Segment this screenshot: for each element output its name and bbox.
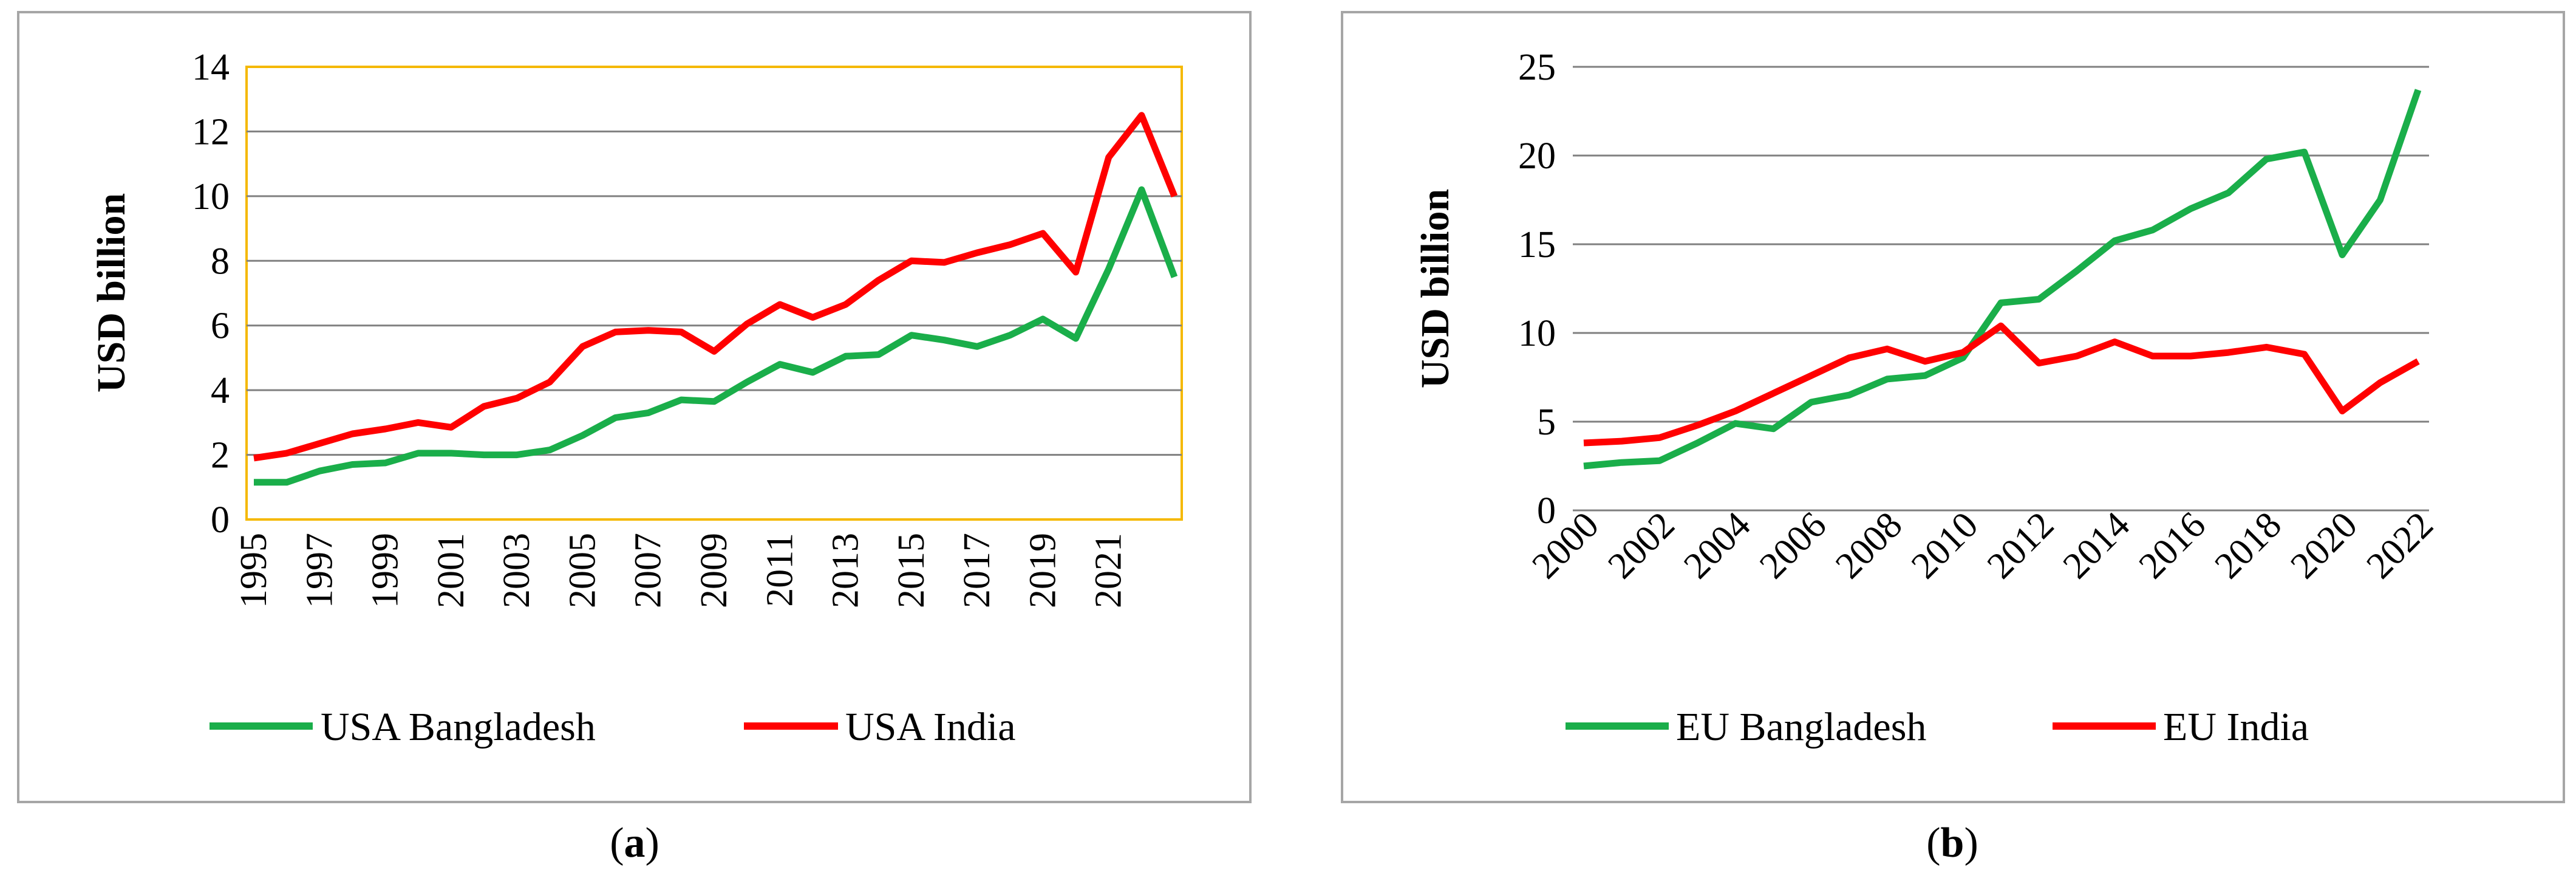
- legend-label-usa-india: USA India: [845, 705, 1016, 749]
- x-tick-label: 1997: [299, 533, 340, 608]
- y-tick-label: 10: [1518, 313, 1556, 354]
- panel-a-legend: USA Bangladesh USA India: [210, 705, 1016, 749]
- x-tick-label: 2015: [891, 533, 932, 608]
- x-tick-label: 2013: [825, 533, 867, 608]
- y-tick-label: 10: [192, 176, 230, 218]
- panel-a-series: [253, 112, 1178, 486]
- legend-label-eu-bangladesh: EU Bangladesh: [1676, 705, 1926, 749]
- x-tick-label: 2007: [628, 533, 669, 608]
- x-tick-label: 2017: [956, 533, 998, 608]
- y-tick-label: 0: [1537, 490, 1556, 532]
- x-tick-label: 1999: [365, 533, 406, 608]
- panel-b-caption-letter: b: [1941, 820, 1964, 866]
- x-tick-label: 2005: [562, 533, 603, 608]
- y-tick-label: 8: [211, 241, 230, 282]
- y-tick-label: 4: [211, 370, 230, 411]
- y-tick-label: 5: [1537, 402, 1556, 443]
- x-tick-label: 1995: [233, 533, 274, 608]
- y-tick-label: 15: [1518, 224, 1556, 266]
- y-tick-label: 0: [211, 499, 230, 541]
- y-tick-label: 12: [192, 111, 230, 153]
- panel-a-plot-border: [245, 66, 1183, 521]
- panel-b-ylabel: USD billion: [1413, 189, 1457, 388]
- y-tick-label: 6: [211, 306, 230, 347]
- panel-b-series: [1583, 89, 2422, 470]
- x-tick-label: 2021: [1088, 533, 1130, 608]
- panel-b-caption: (b): [1926, 820, 1978, 866]
- y-tick-label: 2: [211, 435, 230, 476]
- panel-a-caption: (a): [610, 820, 659, 866]
- legend-label-usa-bangladesh: USA Bangladesh: [321, 705, 596, 749]
- panel-b-legend: EU Bangladesh EU India: [1566, 705, 2309, 749]
- series-line-usa-bangladesh: [254, 186, 1178, 486]
- x-tick-label: 2003: [496, 533, 537, 608]
- series-line-eu-india: [1583, 322, 2420, 447]
- panel-a-frame: [17, 11, 1252, 803]
- panel-a-ylabel: USD billion: [89, 193, 134, 393]
- y-tick-label: 25: [1518, 47, 1556, 88]
- panel-b-frame: [1341, 11, 2565, 803]
- panel-b-y-ticks: 0 5 10 15 20 25: [1518, 47, 1556, 532]
- x-tick-label: 2009: [693, 533, 735, 608]
- chart-panel-a: 0 2 4 6 8 10 12 14 1995 1997 1999 2001 2003 2005 2007…: [17, 11, 1252, 866]
- legend-label-eu-india: EU India: [2163, 705, 2309, 749]
- panel-a-caption-letter: a: [624, 820, 646, 866]
- x-tick-label: 2011: [759, 533, 800, 607]
- x-tick-label: 2001: [431, 533, 472, 608]
- x-tick-label: 2019: [1022, 533, 1063, 608]
- panel-a-y-ticks: 0 2 4 6 8 10 12 14: [192, 47, 230, 541]
- series-line-usa-india: [253, 112, 1178, 462]
- y-tick-label: 20: [1518, 135, 1556, 177]
- panel-a-x-ticks: 1995 1997 1999 2001 2003 2005 2007 2009 2011 2013…: [233, 533, 1130, 608]
- series-line-eu-bangladesh: [1583, 89, 2422, 470]
- y-tick-label: 14: [192, 47, 230, 88]
